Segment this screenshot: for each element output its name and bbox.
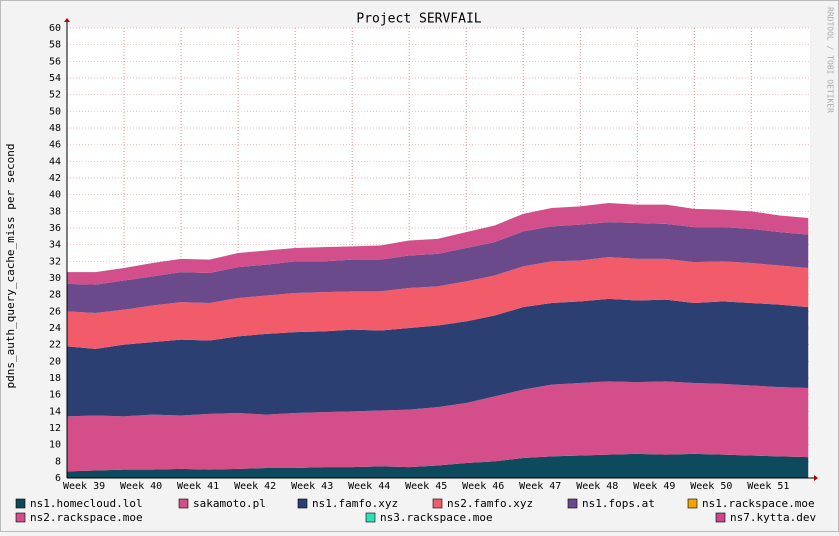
y-tick-label: 8 bbox=[55, 456, 61, 467]
x-tick-label: Week 43 bbox=[291, 481, 333, 492]
area bbox=[67, 257, 809, 349]
y-tick-label: 36 bbox=[49, 223, 61, 234]
x-tick-label: Week 45 bbox=[405, 481, 447, 492]
legend-label: ns2.famfo.xyz bbox=[447, 497, 533, 510]
y-tick-label: 48 bbox=[49, 123, 61, 134]
x-tick-label: Week 48 bbox=[576, 481, 618, 492]
y-tick-label: 18 bbox=[49, 373, 61, 384]
y-tick-label: 54 bbox=[49, 73, 61, 84]
legend-swatch bbox=[365, 512, 376, 523]
y-tick-label: 60 bbox=[49, 23, 61, 34]
area bbox=[67, 381, 809, 472]
y-tick-label: 52 bbox=[49, 90, 61, 101]
y-tick-label: 26 bbox=[49, 306, 61, 317]
y-tick-label: 34 bbox=[49, 240, 61, 251]
y-tick-label: 50 bbox=[49, 106, 61, 117]
y-tick-label: 58 bbox=[49, 40, 61, 51]
legend-swatch bbox=[15, 498, 26, 509]
y-tick-label: 56 bbox=[49, 56, 61, 67]
area bbox=[67, 203, 809, 285]
legend-label: ns1.famfo.xyz bbox=[312, 497, 398, 510]
x-tick-label: Week 44 bbox=[348, 481, 390, 492]
y-tick-label: 30 bbox=[49, 273, 61, 284]
y-tick-label: 6 bbox=[55, 473, 61, 484]
y-tick-label: 44 bbox=[49, 156, 61, 167]
legend-label: ns3.rackspace.moe bbox=[380, 511, 493, 524]
legend-swatch bbox=[432, 498, 443, 509]
legend-label: ns7.kytta.dev bbox=[730, 511, 816, 524]
y-tick-label: 46 bbox=[49, 140, 61, 151]
axis-arrow bbox=[64, 18, 70, 22]
x-tick-label: Week 39 bbox=[63, 481, 105, 492]
y-tick-label: 28 bbox=[49, 290, 61, 301]
area bbox=[67, 222, 809, 313]
legend-swatch bbox=[715, 512, 726, 523]
legend-swatch bbox=[178, 498, 189, 509]
legend-label: sakamoto.pl bbox=[193, 497, 266, 510]
x-tick-label: Week 47 bbox=[519, 481, 561, 492]
y-tick-label: 16 bbox=[49, 390, 61, 401]
legend-label: ns1.rackspace.moe bbox=[702, 497, 815, 510]
chart-title: Project SERVFAIL bbox=[356, 12, 481, 27]
y-tick-label: 20 bbox=[49, 356, 61, 367]
x-tick-label: Week 49 bbox=[633, 481, 675, 492]
y-tick-label: 42 bbox=[49, 173, 61, 184]
x-tick-label: Week 51 bbox=[747, 481, 789, 492]
legend-swatch bbox=[687, 498, 698, 509]
y-tick-label: 12 bbox=[49, 423, 61, 434]
legend-label: ns1.fops.at bbox=[582, 497, 655, 510]
x-tick-label: Week 46 bbox=[462, 481, 504, 492]
y-tick-label: 32 bbox=[49, 256, 61, 267]
y-axis-label: pdns_auth_query_cache_miss per second bbox=[4, 143, 17, 388]
legend-label: ns1.homecloud.lol bbox=[30, 497, 143, 510]
x-tick-label: Week 42 bbox=[234, 481, 276, 492]
area bbox=[67, 453, 809, 478]
x-tick-label: Week 41 bbox=[177, 481, 219, 492]
y-tick-label: 14 bbox=[49, 406, 61, 417]
y-tick-label: 22 bbox=[49, 340, 61, 351]
axis-arrow bbox=[814, 475, 818, 481]
legend-swatch bbox=[567, 498, 578, 509]
x-tick-label: Week 40 bbox=[120, 481, 162, 492]
y-tick-label: 24 bbox=[49, 323, 61, 334]
area bbox=[67, 298, 809, 417]
y-tick-label: 40 bbox=[49, 190, 61, 201]
legend-label: ns2.rackspace.moe bbox=[30, 511, 143, 524]
y-tick-label: 38 bbox=[49, 206, 61, 217]
watermark: RRDTOOL / TOBI OETIKER bbox=[826, 7, 835, 113]
x-tick-label: Week 50 bbox=[690, 481, 732, 492]
legend-swatch bbox=[297, 498, 308, 509]
legend-swatch bbox=[15, 512, 26, 523]
y-tick-label: 10 bbox=[49, 440, 61, 451]
